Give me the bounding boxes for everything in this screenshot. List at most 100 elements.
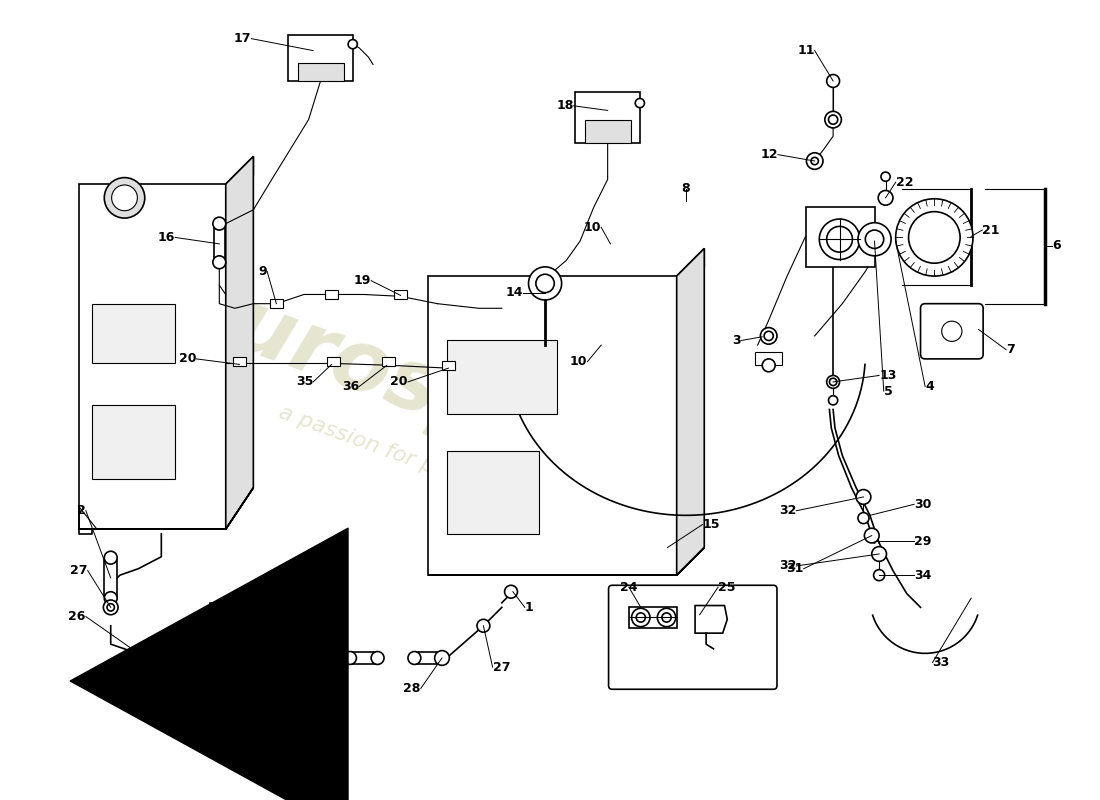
- Circle shape: [827, 375, 839, 388]
- Circle shape: [881, 172, 890, 182]
- Bar: [575, 92, 640, 142]
- Circle shape: [856, 490, 871, 504]
- Circle shape: [104, 178, 145, 218]
- Circle shape: [111, 185, 138, 210]
- Bar: [805, 207, 874, 267]
- Bar: [233, 357, 246, 366]
- Circle shape: [658, 608, 675, 626]
- Bar: [442, 361, 455, 370]
- Circle shape: [866, 230, 883, 249]
- Text: 10: 10: [570, 355, 587, 368]
- Text: a passion for parts since 1988: a passion for parts since 1988: [276, 402, 598, 536]
- Circle shape: [636, 98, 645, 108]
- Text: 27: 27: [493, 661, 510, 674]
- Circle shape: [895, 198, 974, 276]
- Text: 22: 22: [895, 176, 913, 189]
- Bar: [92, 304, 175, 363]
- Bar: [276, 651, 304, 665]
- Circle shape: [858, 222, 891, 256]
- Text: 28: 28: [236, 682, 253, 695]
- Bar: [629, 607, 676, 628]
- Text: 31: 31: [786, 562, 804, 575]
- Circle shape: [760, 328, 777, 344]
- Bar: [584, 120, 630, 142]
- Circle shape: [348, 39, 358, 49]
- Circle shape: [297, 651, 310, 665]
- Circle shape: [872, 546, 887, 562]
- Text: 15: 15: [703, 518, 719, 531]
- Circle shape: [274, 650, 288, 666]
- Polygon shape: [428, 547, 704, 575]
- Text: 17: 17: [234, 32, 252, 45]
- Circle shape: [477, 619, 490, 632]
- Text: 9: 9: [258, 265, 267, 278]
- Text: 30: 30: [914, 498, 932, 510]
- Text: 6: 6: [1052, 239, 1060, 252]
- Text: 11: 11: [798, 44, 815, 57]
- Text: 16: 16: [157, 231, 175, 244]
- Polygon shape: [226, 157, 253, 184]
- Circle shape: [764, 331, 773, 341]
- Circle shape: [436, 651, 449, 665]
- Polygon shape: [676, 249, 704, 575]
- Polygon shape: [428, 276, 676, 575]
- Bar: [213, 226, 224, 261]
- Circle shape: [828, 396, 838, 405]
- Text: 1: 1: [525, 601, 533, 614]
- Text: 4: 4: [925, 380, 934, 393]
- Bar: [382, 357, 395, 366]
- FancyBboxPatch shape: [921, 304, 983, 359]
- Circle shape: [942, 321, 961, 342]
- FancyBboxPatch shape: [608, 586, 777, 690]
- Circle shape: [213, 217, 226, 230]
- Circle shape: [662, 613, 671, 622]
- Text: 32: 32: [779, 504, 796, 518]
- Bar: [326, 290, 338, 299]
- Text: 29: 29: [914, 534, 932, 548]
- Circle shape: [131, 646, 145, 661]
- Bar: [447, 341, 557, 414]
- Circle shape: [528, 267, 562, 300]
- Circle shape: [134, 650, 142, 657]
- Bar: [92, 405, 175, 478]
- Circle shape: [762, 359, 776, 372]
- Circle shape: [434, 650, 450, 666]
- Text: 36: 36: [342, 380, 360, 393]
- Circle shape: [825, 111, 842, 128]
- Circle shape: [820, 219, 860, 259]
- Bar: [394, 290, 407, 299]
- Text: 35: 35: [296, 375, 314, 389]
- Circle shape: [107, 604, 114, 611]
- Text: 20: 20: [179, 352, 196, 366]
- Bar: [415, 651, 442, 665]
- Text: 3: 3: [733, 334, 741, 347]
- Text: 20: 20: [390, 375, 408, 389]
- Circle shape: [104, 551, 118, 564]
- Text: 19: 19: [354, 274, 371, 287]
- Polygon shape: [78, 184, 226, 529]
- Circle shape: [371, 651, 384, 665]
- Circle shape: [806, 153, 823, 170]
- Circle shape: [505, 586, 517, 598]
- Text: 12: 12: [760, 148, 778, 161]
- Polygon shape: [226, 157, 253, 529]
- Bar: [447, 451, 539, 534]
- Text: 7: 7: [1006, 343, 1015, 356]
- Bar: [104, 559, 118, 596]
- Circle shape: [104, 592, 118, 605]
- Text: 23: 23: [208, 601, 226, 614]
- Circle shape: [811, 158, 818, 165]
- Circle shape: [829, 378, 837, 386]
- Text: 8: 8: [682, 182, 690, 195]
- Text: 14: 14: [506, 286, 522, 299]
- Circle shape: [858, 513, 869, 524]
- Circle shape: [909, 212, 960, 263]
- Text: 2: 2: [77, 504, 86, 518]
- Circle shape: [865, 528, 879, 543]
- Circle shape: [873, 570, 884, 581]
- Bar: [350, 651, 377, 665]
- Bar: [327, 357, 340, 366]
- Circle shape: [827, 226, 853, 252]
- Text: 26: 26: [68, 610, 86, 623]
- Text: 33: 33: [933, 656, 949, 669]
